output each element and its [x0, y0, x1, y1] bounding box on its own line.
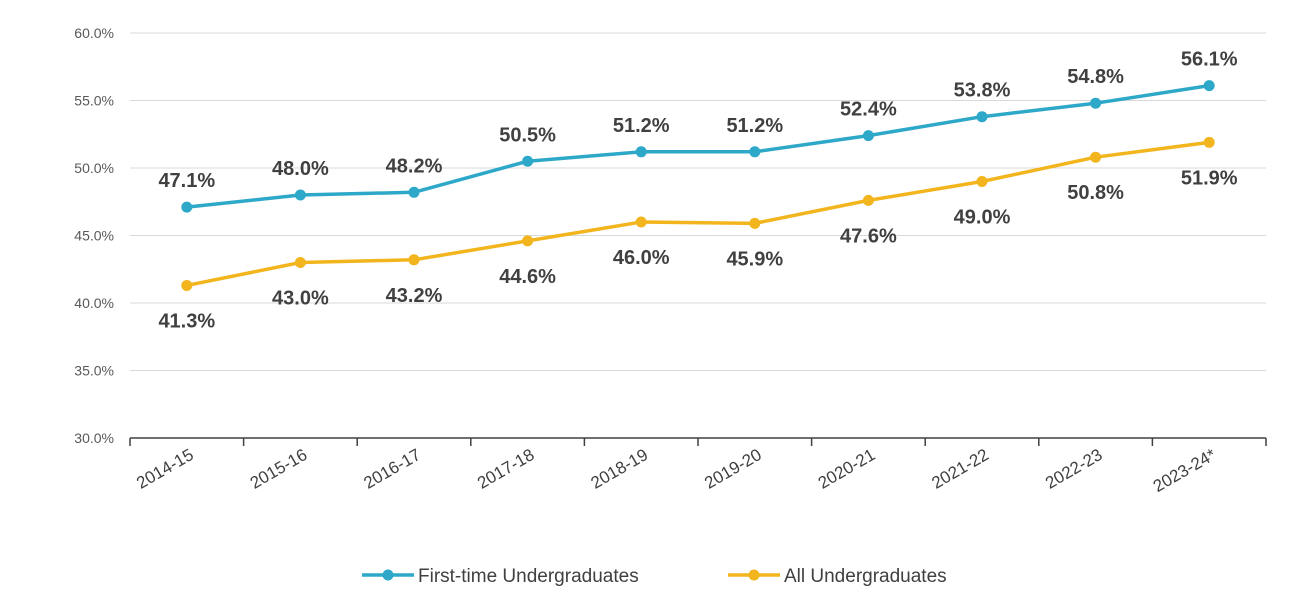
data-point: [1090, 97, 1102, 109]
x-tick-label: 2020-21: [815, 445, 879, 493]
data-point: [862, 194, 874, 206]
legend-label: First-time Undergraduates: [418, 566, 639, 587]
data-point: [749, 217, 761, 229]
data-point: [749, 146, 761, 158]
data-label: 47.6%: [840, 225, 897, 247]
x-tick-label: 2021-22: [928, 445, 992, 493]
data-label: 54.8%: [1067, 66, 1124, 88]
legend-marker: [382, 569, 394, 581]
data-label: 43.2%: [386, 285, 443, 307]
data-point: [1203, 80, 1215, 92]
data-label: 53.8%: [954, 80, 1011, 102]
data-label: 56.1%: [1181, 49, 1238, 71]
data-point: [181, 201, 193, 213]
y-tick-label: 50.0%: [74, 160, 114, 176]
y-tick-label: 40.0%: [74, 295, 114, 311]
data-point: [408, 186, 420, 198]
data-label: 50.8%: [1067, 182, 1124, 204]
data-point: [862, 130, 874, 142]
data-label: 47.1%: [158, 170, 215, 192]
legend-label: All Undergraduates: [784, 566, 947, 587]
data-point: [181, 279, 193, 291]
data-point: [294, 257, 306, 268]
series-line-1: [185, 140, 1211, 288]
data-label: 48.0%: [272, 158, 329, 180]
data-label: 44.6%: [499, 266, 556, 288]
data-label: 46.0%: [613, 247, 670, 269]
y-tick-label: 30.0%: [74, 430, 114, 446]
data-label: 48.2%: [386, 155, 443, 177]
data-label: 49.0%: [954, 207, 1011, 229]
data-point: [976, 176, 988, 187]
x-tick-label: 2017-18: [474, 445, 538, 493]
data-point: [408, 254, 420, 266]
y-tick-labels: 30.0% 35.0% 40.0% 45.0% 50.0% 55.0% 60.0%: [74, 25, 114, 446]
x-tick-label: 2016-17: [360, 445, 424, 493]
x-tick-label: 2015-16: [247, 445, 311, 493]
data-label: 51.9%: [1181, 167, 1238, 189]
x-tick-label: 2018-19: [588, 445, 652, 493]
data-point: [635, 216, 647, 228]
gridlines: [130, 32, 1266, 371]
y-tick-label: 55.0%: [74, 93, 114, 109]
series-line-0: [185, 83, 1211, 209]
data-point: [522, 155, 534, 167]
data-point: [976, 111, 988, 123]
legend-marker: [748, 569, 760, 581]
data-label: 50.5%: [499, 124, 556, 146]
data-label: 51.2%: [726, 115, 783, 137]
y-tick-label: 45.0%: [74, 228, 114, 244]
axes: [129, 437, 1267, 446]
data-label: 41.3%: [158, 310, 215, 332]
x-tick-label: 2019-20: [701, 445, 765, 493]
y-tick-label: 60.0%: [74, 25, 114, 41]
x-tick-label: 2023-24*: [1150, 445, 1220, 496]
legend: First-time Undergraduates All Undergradua…: [362, 566, 947, 587]
data-point: [522, 235, 534, 247]
x-tick-label: 2014-15: [133, 445, 197, 493]
data-point: [294, 189, 306, 201]
data-label: 51.2%: [613, 115, 670, 137]
x-tick-label: 2022-23: [1042, 445, 1106, 493]
data-point: [1203, 136, 1215, 148]
data-point: [635, 146, 647, 158]
series-lines: [181, 80, 1215, 291]
data-label: 45.9%: [726, 248, 783, 270]
data-label: 52.4%: [840, 99, 897, 121]
data-point: [1090, 151, 1102, 163]
x-tick-labels: 2014-15 2015-16 2016-17 2017-18 2018-19 2019-…: [133, 445, 1219, 496]
y-tick-label: 35.0%: [74, 363, 114, 379]
data-label: 43.0%: [272, 288, 329, 310]
data-labels: 47.1% 48.0% 48.2% 50.5% 51.2% 51.2% 52.4% 53.8%…: [158, 49, 1237, 333]
